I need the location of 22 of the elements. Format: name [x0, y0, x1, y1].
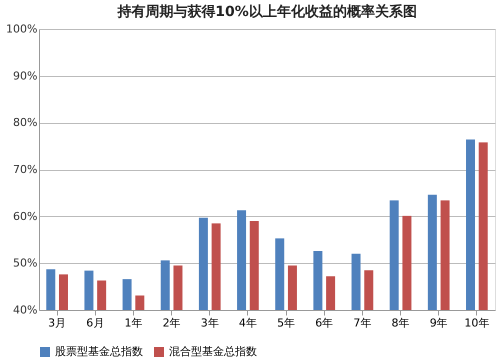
x-tick-label: 3年: [200, 316, 219, 330]
y-tick-label: 100%: [6, 22, 38, 36]
x-tick-label: 4年: [238, 316, 257, 330]
x-tick-label: 6年: [315, 316, 334, 330]
y-tick-label: 50%: [13, 256, 38, 270]
x-tick-label: 2年: [162, 316, 181, 330]
x-tick-label: 5年: [277, 316, 296, 330]
y-tick-label: 40%: [13, 304, 38, 316]
y-tick-label: 90%: [13, 69, 38, 82]
x-tick-label: 1年: [124, 316, 142, 330]
x-tick-label: 7年: [353, 316, 372, 330]
x-tick-label: 10年: [464, 316, 490, 330]
chart-title: 持有周期与获得10%以上年化收益的概率关系图: [116, 3, 417, 20]
legend-label: 混合型基金总指数: [169, 345, 257, 358]
y-tick-label: 80%: [13, 116, 38, 130]
y-tick-label: 70%: [13, 163, 38, 176]
x-tick-label: 8年: [392, 316, 410, 330]
x-tick-label: 3月: [48, 316, 66, 330]
x-tick-label: 6月: [86, 316, 104, 330]
legend-label: 股票型基金总指数: [55, 345, 143, 358]
x-tick-label: 9年: [430, 316, 448, 330]
y-tick-label: 60%: [13, 210, 38, 223]
